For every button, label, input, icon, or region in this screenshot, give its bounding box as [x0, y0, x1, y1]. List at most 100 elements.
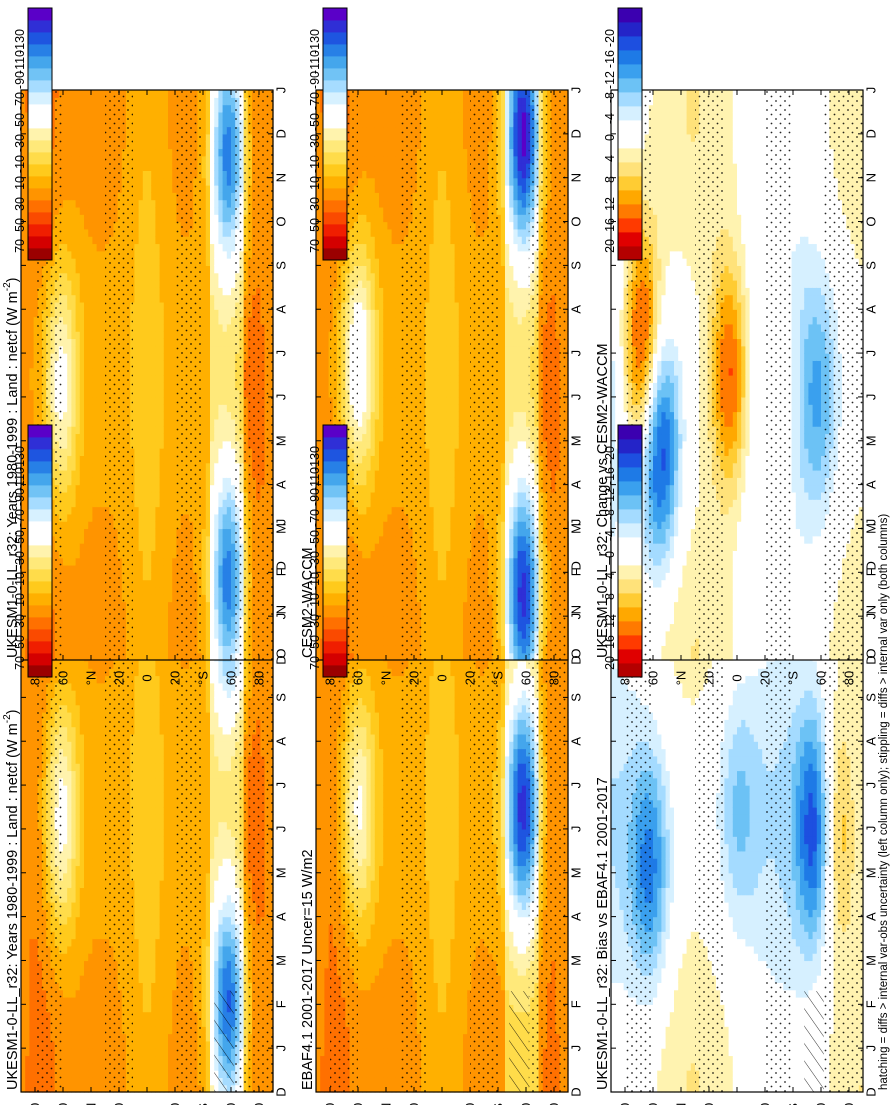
heatmap-cell — [138, 1040, 144, 1049]
heatmap-cell — [155, 865, 161, 874]
heatmap-cell — [142, 975, 148, 983]
heatmap-cell — [21, 799, 26, 808]
heatmap-cell — [163, 909, 169, 918]
heatmap-cell — [324, 1033, 330, 1042]
heatmap-cell — [142, 953, 148, 962]
heatmap-cell — [29, 748, 35, 757]
heatmap-cell — [168, 741, 173, 750]
heatmap-cell — [25, 733, 30, 742]
heatmap-cell — [155, 894, 161, 903]
heatmap-cell — [320, 1026, 325, 1035]
heatmap-cell — [155, 777, 161, 786]
heatmap-cell — [231, 909, 236, 918]
heatmap-cell — [142, 1055, 148, 1064]
heatmap-cell — [316, 821, 321, 830]
heatmap-cell — [29, 741, 35, 750]
heatmap-cell — [226, 763, 232, 772]
heatmap-cell — [163, 872, 169, 881]
heatmap-cell — [96, 960, 102, 969]
heatmap-cell — [151, 748, 156, 757]
heatmap-cell — [324, 1026, 330, 1035]
heatmap-cell — [84, 923, 89, 932]
heatmap-cell — [79, 748, 85, 757]
heatmap-cell — [63, 975, 68, 983]
heatmap-cell — [21, 814, 26, 823]
heatmap-cell — [210, 1033, 215, 1042]
heatmap-cell — [222, 887, 228, 896]
heatmap-cell — [222, 894, 228, 903]
heatmap-cell — [222, 770, 228, 779]
heatmap-cell — [172, 726, 177, 735]
heatmap-cell — [163, 982, 169, 991]
heatmap-cell — [88, 894, 93, 903]
heatmap-cell — [201, 931, 207, 940]
heatmap-cell — [134, 945, 140, 954]
heatmap-cell — [84, 1011, 89, 1020]
heatmap-cell — [138, 821, 144, 830]
heatmap-cell — [134, 668, 140, 677]
heatmap-cell — [71, 1062, 77, 1071]
heatmap-cell — [100, 880, 106, 888]
heatmap-cell — [168, 770, 173, 779]
heatmap-cell — [324, 814, 330, 823]
heatmap-cell — [67, 880, 72, 888]
heatmap-cell — [168, 909, 173, 918]
heatmap-cell — [134, 923, 140, 932]
heatmap-cell — [96, 865, 102, 874]
heatmap-cell — [320, 1084, 325, 1093]
heatmap-cell — [226, 726, 232, 735]
heatmap-cell — [92, 690, 98, 698]
heatmap-cell — [96, 982, 102, 991]
heatmap-cell — [67, 1011, 72, 1020]
heatmap-cell — [218, 880, 224, 888]
heatmap-cell — [324, 719, 330, 728]
heatmap-cell — [134, 814, 140, 823]
heatmap-cell — [147, 733, 152, 742]
heatmap-cell — [172, 836, 177, 845]
heatmap-cell — [138, 682, 144, 691]
heatmap-cell — [201, 733, 207, 742]
heatmap-cell — [134, 953, 140, 962]
heatmap-cell — [320, 1011, 325, 1020]
heatmap-cell — [155, 799, 161, 808]
heatmap-cell — [100, 997, 106, 1005]
heatmap-cell — [151, 697, 156, 706]
heatmap-cell — [151, 1026, 156, 1035]
heatmap-cell — [210, 960, 215, 969]
heatmap-cell — [159, 1084, 165, 1093]
heatmap-cell — [159, 690, 165, 698]
heatmap-cell — [168, 1077, 173, 1086]
heatmap-cell — [231, 916, 236, 925]
heatmap-cell — [231, 850, 236, 859]
heatmap-cell — [159, 938, 165, 947]
heatmap-cell — [134, 785, 140, 793]
heatmap-cell — [151, 726, 156, 735]
heatmap-cell — [218, 763, 224, 772]
heatmap-cell — [159, 799, 165, 808]
heatmap-cell — [155, 675, 161, 684]
heatmap-cell — [138, 712, 144, 720]
heatmap-cell — [226, 872, 232, 881]
heatmap-cell — [142, 682, 148, 691]
heatmap-cell — [96, 690, 102, 698]
heatmap-cell — [205, 704, 211, 713]
heatmap-cell — [210, 660, 215, 669]
heatmap-cell — [168, 777, 173, 786]
heatmap-cell — [67, 858, 72, 867]
heatmap-cell — [210, 1011, 215, 1020]
heatmap-cell — [151, 850, 156, 859]
heatmap-cell — [218, 733, 224, 742]
heatmap-cell — [218, 945, 224, 954]
heatmap-cell — [201, 741, 207, 750]
heatmap-cell — [320, 741, 325, 750]
heatmap-cell — [147, 887, 152, 896]
heatmap-cell — [79, 726, 85, 735]
heatmap-cell — [222, 975, 228, 983]
heatmap-cell — [168, 704, 173, 713]
heatmap-cell — [134, 982, 140, 991]
heatmap-cell — [159, 1055, 165, 1064]
heatmap-cell — [84, 880, 89, 888]
heatmap-cell — [79, 1084, 85, 1093]
heatmap-cell — [172, 807, 177, 815]
heatmap-cell — [84, 741, 89, 750]
